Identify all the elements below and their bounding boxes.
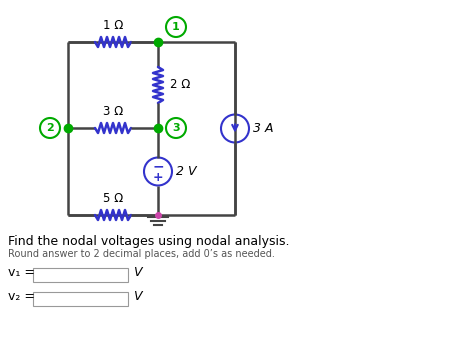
Text: V: V xyxy=(133,289,142,303)
Text: Find the nodal voltages using nodal analysis.: Find the nodal voltages using nodal anal… xyxy=(8,235,290,248)
Text: v₂ =: v₂ = xyxy=(8,289,35,303)
Text: 2: 2 xyxy=(46,123,54,133)
FancyBboxPatch shape xyxy=(33,268,128,282)
Text: 3 A: 3 A xyxy=(253,122,273,135)
Text: 1 Ω: 1 Ω xyxy=(103,19,123,32)
FancyBboxPatch shape xyxy=(33,292,128,306)
Text: v₁ =: v₁ = xyxy=(8,265,35,278)
Text: −: − xyxy=(152,159,164,173)
Text: 2 Ω: 2 Ω xyxy=(170,79,191,92)
Text: 3 Ω: 3 Ω xyxy=(103,105,123,118)
Text: 2 V: 2 V xyxy=(176,165,197,178)
Text: V: V xyxy=(133,265,142,278)
Text: 1: 1 xyxy=(172,22,180,32)
Text: +: + xyxy=(153,171,164,184)
Text: 3: 3 xyxy=(172,123,180,133)
Text: Round answer to 2 decimal places, add 0’s as needed.: Round answer to 2 decimal places, add 0’… xyxy=(8,249,275,259)
Text: 5 Ω: 5 Ω xyxy=(103,192,123,205)
